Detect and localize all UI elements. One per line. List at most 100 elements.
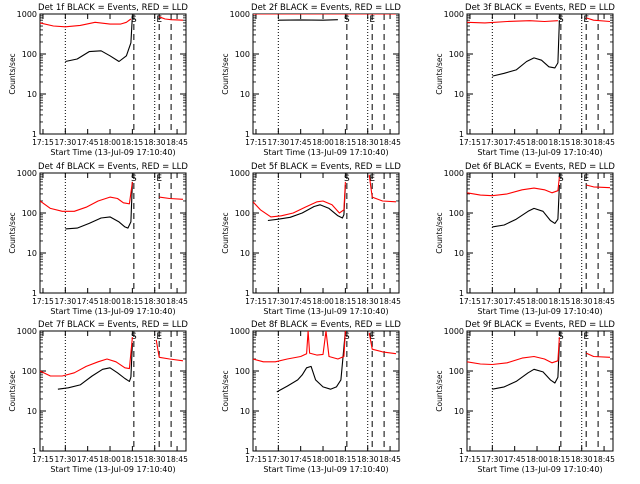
x-tick-label: 18:15: [335, 297, 357, 306]
panel-title: Det 5f BLACK = Events, RED = LLD: [251, 162, 401, 172]
series-events-line: [276, 331, 346, 393]
x-tick-label: 17:30: [55, 138, 77, 147]
x-tick-label: 17:45: [290, 297, 312, 306]
y-tick-label: 1000: [230, 327, 250, 336]
marker-label-s: S: [344, 332, 350, 342]
y-axis-label: Counts/sec: [221, 370, 230, 411]
y-tick-label: 10: [240, 407, 250, 416]
x-tick-label: 18:45: [379, 297, 401, 306]
series-lld-line: [159, 196, 184, 200]
y-tick-label: 1000: [444, 327, 464, 336]
y-axis-label: Counts/sec: [435, 53, 444, 94]
marker-label-e: E: [583, 174, 589, 184]
series-lld-line: [40, 18, 132, 28]
panel-title: Det 4f BLACK = Events, RED = LLD: [38, 162, 188, 172]
x-tick-label: 17:15: [245, 138, 267, 147]
marker-label-e: E: [369, 174, 375, 184]
x-tick-label: 18:30: [357, 297, 379, 306]
panel-det-6: Det 6f BLACK = Events, RED = LLD 1 10 100 10…: [435, 162, 615, 316]
y-tick-label: 1: [32, 447, 37, 456]
marker-label-s: S: [131, 332, 137, 342]
x-tick-label: 18:30: [571, 138, 593, 147]
marker-label-s: S: [344, 174, 350, 184]
data-layer: [40, 337, 184, 390]
y-tick-label: 1: [459, 447, 464, 456]
x-tick-label: 18:30: [144, 138, 166, 147]
y-tick-label: 1000: [17, 327, 37, 336]
x-axis-label: Start Time (13-Jul-09 17:10:40): [477, 148, 602, 157]
x-tick-label: 17:45: [77, 455, 99, 464]
panel-det-4: Det 4f BLACK = Events, RED = LLD 1 10 100 10…: [8, 162, 188, 316]
marker-label-s: S: [131, 174, 137, 184]
series-lld-line: [159, 16, 184, 21]
x-tick-label: 17:15: [32, 455, 54, 464]
panel-title: Det 6f BLACK = Events, RED = LLD: [465, 162, 615, 172]
x-tick-label: 18:45: [593, 138, 615, 147]
panel-title: Det 7f BLACK = Events, RED = LLD: [38, 320, 188, 330]
y-tick-label: 1: [245, 130, 250, 139]
y-tick-label: 100: [235, 50, 250, 59]
marker-label-s: S: [558, 174, 564, 184]
x-tick-label: 18:45: [379, 455, 401, 464]
y-tick-label: 1000: [444, 10, 464, 19]
y-tick-label: 10: [240, 249, 250, 258]
x-tick-label: 18:00: [312, 138, 334, 147]
marker-label-s: S: [131, 15, 137, 25]
series-events-line: [65, 15, 133, 63]
x-tick-label: 17:15: [32, 297, 54, 306]
x-tick-label: 18:00: [312, 297, 334, 306]
series-lld-line: [467, 176, 560, 197]
plot-frame: [252, 172, 400, 294]
y-axis-label: Counts/sec: [8, 212, 17, 253]
y-tick-label: 10: [240, 90, 250, 99]
series-events-line: [492, 20, 560, 77]
x-tick-label: 17:30: [482, 138, 504, 147]
x-tick-label: 17:45: [77, 138, 99, 147]
panel-det-9: Det 9f BLACK = Events, RED = LLD 1 10 100 10…: [435, 320, 615, 474]
marker-label-e: E: [583, 15, 589, 25]
x-tick-label: 17:15: [459, 138, 481, 147]
panel-title: Det 2f BLACK = Events, RED = LLD: [251, 3, 401, 13]
series-lld-line: [253, 331, 346, 363]
y-tick-label: 100: [22, 50, 37, 59]
x-tick-label: 17:45: [504, 455, 526, 464]
x-tick-label: 18:00: [99, 455, 121, 464]
x-tick-label: 18:45: [166, 297, 188, 306]
panel-title: Det 9f BLACK = Events, RED = LLD: [465, 320, 615, 330]
plot-frame: [466, 13, 614, 135]
panel-title: Det 1f BLACK = Events, RED = LLD: [38, 3, 188, 13]
y-tick-label: 1: [459, 289, 464, 298]
series-lld-line: [40, 337, 133, 377]
plot-frame: [466, 172, 614, 294]
x-tick-label: 18:15: [122, 455, 144, 464]
marker-label-s: S: [558, 332, 564, 342]
y-tick-label: 1: [32, 289, 37, 298]
x-axis-label: Start Time (13-Jul-09 17:10:40): [50, 307, 175, 316]
x-axis-label: Start Time (13-Jul-09 17:10:40): [50, 148, 175, 157]
series-events-line: [278, 19, 338, 21]
marker-label-e: E: [369, 15, 375, 25]
y-axis-label: Counts/sec: [435, 212, 444, 253]
series-lld-line: [155, 339, 184, 362]
x-tick-label: 18:45: [166, 455, 188, 464]
y-axis-label: Counts/sec: [8, 53, 17, 94]
y-tick-label: 1000: [230, 10, 250, 19]
panel-title: Det 8f BLACK = Events, RED = LLD: [251, 320, 401, 330]
x-tick-label: 17:45: [290, 455, 312, 464]
data-layer: [467, 176, 611, 228]
series-events-line: [57, 342, 133, 390]
series-events-line: [492, 342, 560, 390]
x-tick-label: 18:45: [593, 455, 615, 464]
y-tick-label: 100: [22, 209, 37, 218]
panel-det-3: Det 3f BLACK = Events, RED = LLD 1 10 100 10…: [435, 3, 615, 157]
y-tick-label: 1000: [230, 169, 250, 178]
plot-frame: [252, 330, 400, 452]
y-tick-label: 1000: [17, 10, 37, 19]
marker-label-e: E: [369, 332, 375, 342]
y-tick-label: 1: [245, 447, 250, 456]
y-tick-label: 10: [454, 407, 464, 416]
data-layer: [467, 337, 611, 390]
panel-det-8: Det 8f BLACK = Events, RED = LLD 1 10 100 10…: [221, 320, 401, 474]
y-axis-label: Counts/sec: [8, 370, 17, 411]
